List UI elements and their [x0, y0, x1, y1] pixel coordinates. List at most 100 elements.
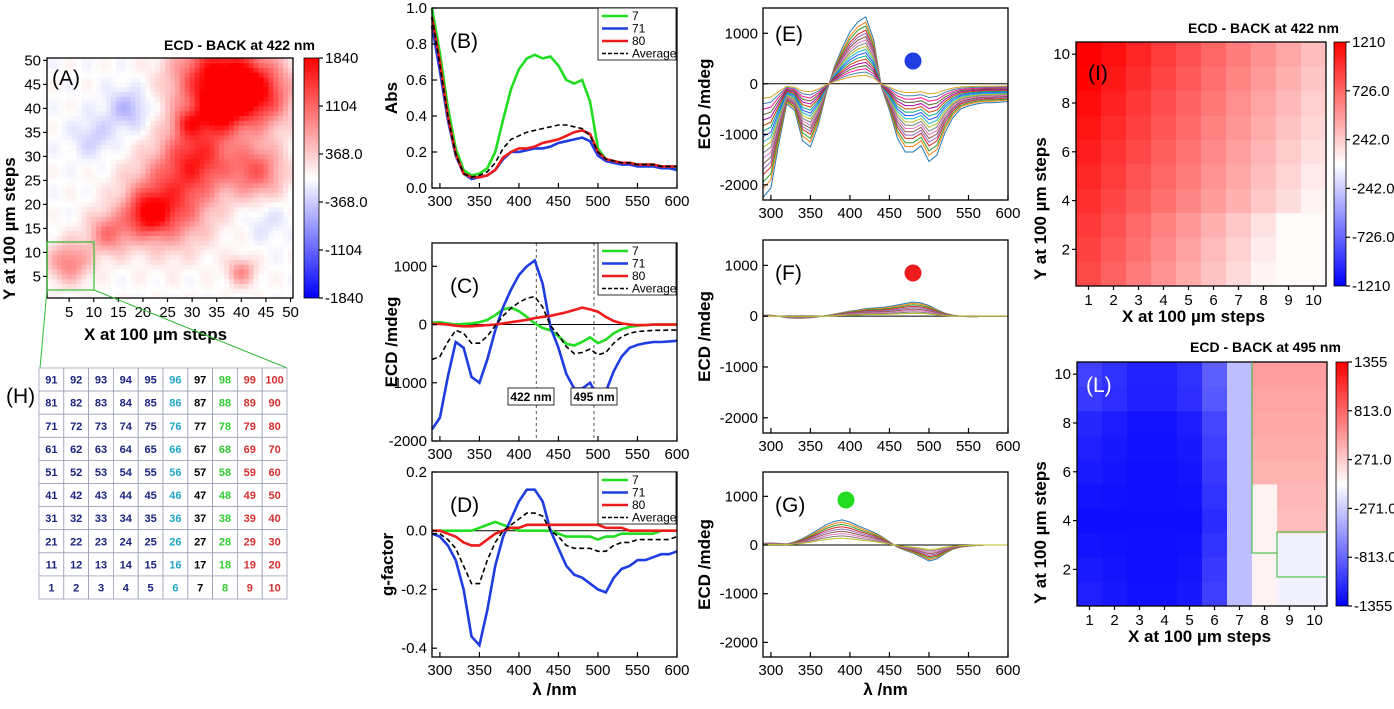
heatmap-cell [268, 197, 274, 203]
heatmap-cell [71, 82, 77, 88]
heatmap-cell [170, 67, 176, 73]
heatmap-cell [110, 192, 117, 198]
grid-cell-label: 41 [45, 490, 57, 502]
heatmap-cell [81, 72, 87, 78]
heatmap-cell [61, 154, 68, 160]
heatmap-cell [120, 235, 127, 241]
heatmap-cell [179, 120, 186, 126]
grid-cell-label: 11 [46, 559, 58, 571]
heatmap-cell [130, 240, 136, 246]
heatmap-cell [1201, 115, 1227, 140]
heatmap-cell [243, 106, 250, 112]
heatmap-cell [253, 269, 259, 275]
heatmap-cell [214, 106, 220, 112]
y-tick-label: 0.0 [406, 180, 427, 197]
heatmap-cell [47, 250, 53, 256]
heatmap-cell [160, 221, 166, 227]
heatmap-cell [199, 240, 205, 246]
heatmap-cell [1301, 237, 1327, 262]
heatmap-cell [51, 221, 58, 227]
heatmap-cell [101, 235, 107, 241]
heatmap-cell [56, 178, 63, 184]
heatmap-cell [253, 96, 259, 102]
heatmap-cell [135, 269, 141, 275]
grid-cell-label: 59 [244, 467, 256, 479]
heatmap-cell [120, 149, 127, 155]
heatmap-cell [56, 62, 63, 68]
heatmap-cell [263, 158, 269, 164]
heatmap-cell [258, 264, 264, 270]
heatmap-cell [135, 264, 141, 270]
heatmap-cell [61, 202, 68, 208]
heatmap-cell [81, 197, 87, 203]
heatmap-cell [243, 67, 250, 73]
heatmap-cell [155, 110, 161, 116]
heatmap-cell [61, 178, 68, 184]
heatmap-cell [135, 115, 141, 121]
heatmap-cell [115, 250, 122, 256]
heatmap-cell [179, 293, 186, 299]
heatmap-cell [268, 240, 274, 246]
heatmap-cell [1301, 42, 1327, 67]
heatmap-cell [160, 264, 166, 270]
heatmap-cell [184, 67, 191, 73]
heatmap-cell [115, 245, 122, 251]
heatmap-cell [150, 178, 156, 184]
heatmap-cell [238, 192, 245, 198]
heatmap-cell [91, 216, 97, 222]
heatmap-cell [125, 62, 132, 68]
heatmap-cell [110, 106, 117, 112]
heatmap-cell [135, 77, 141, 83]
heatmap-cell [204, 269, 210, 275]
heatmap-cell [1202, 557, 1228, 582]
heatmap-cell [229, 101, 235, 107]
heatmap-cell [86, 226, 92, 232]
heatmap-cell [61, 235, 68, 241]
heatmap-cell [110, 283, 117, 289]
heatmap-cell [110, 134, 117, 140]
heatmap-cell [130, 91, 136, 97]
heatmap-cell [179, 77, 186, 83]
heatmap-cell [96, 67, 102, 73]
heatmap-cell [263, 264, 269, 270]
heatmap-cell [135, 154, 141, 160]
heatmap-cell [165, 187, 171, 193]
heatmap-cell [135, 182, 141, 188]
heatmap-cell [233, 202, 240, 208]
heatmap-cell [170, 182, 176, 188]
x-tick-label: 600 [995, 205, 1020, 222]
heatmap-cell [258, 288, 264, 294]
heatmap-cell [61, 101, 68, 107]
heatmap-cell [174, 235, 181, 241]
heatmap-cell [278, 139, 284, 145]
heatmap-cell [155, 120, 161, 126]
y-axis-label: ECD /mdeg [695, 59, 714, 150]
plot-frame [762, 239, 1009, 434]
y-tick-label: -2000 [720, 634, 758, 651]
heatmap-cell [1076, 261, 1102, 287]
heatmap-cell [150, 221, 156, 227]
heatmap-cell [209, 264, 215, 270]
heatmap-cell [145, 288, 151, 294]
heatmap-cell [1152, 532, 1178, 558]
heatmap-cell [150, 149, 156, 155]
heatmap-cell [61, 149, 68, 155]
heatmap-cell [91, 101, 97, 107]
heatmap-cell [1177, 532, 1203, 558]
heatmap-cell [110, 230, 117, 236]
heatmap-cell [288, 62, 294, 68]
heatmap-cell [219, 230, 225, 236]
heatmap-cell [233, 130, 240, 136]
heatmap-cell [61, 293, 68, 299]
heatmap-cell [1226, 139, 1252, 165]
heatmap-cell [160, 182, 166, 188]
heatmap-cell [81, 101, 87, 107]
heatmap-cell [268, 106, 274, 112]
heatmap-cell [174, 168, 181, 174]
heatmap-cell [1127, 557, 1153, 582]
heatmap-cell [56, 72, 63, 78]
heatmap-cell [1251, 42, 1277, 67]
grid-cell-label: 96 [169, 375, 181, 387]
heatmap-cell [219, 221, 225, 227]
heatmap-cell [278, 293, 284, 299]
